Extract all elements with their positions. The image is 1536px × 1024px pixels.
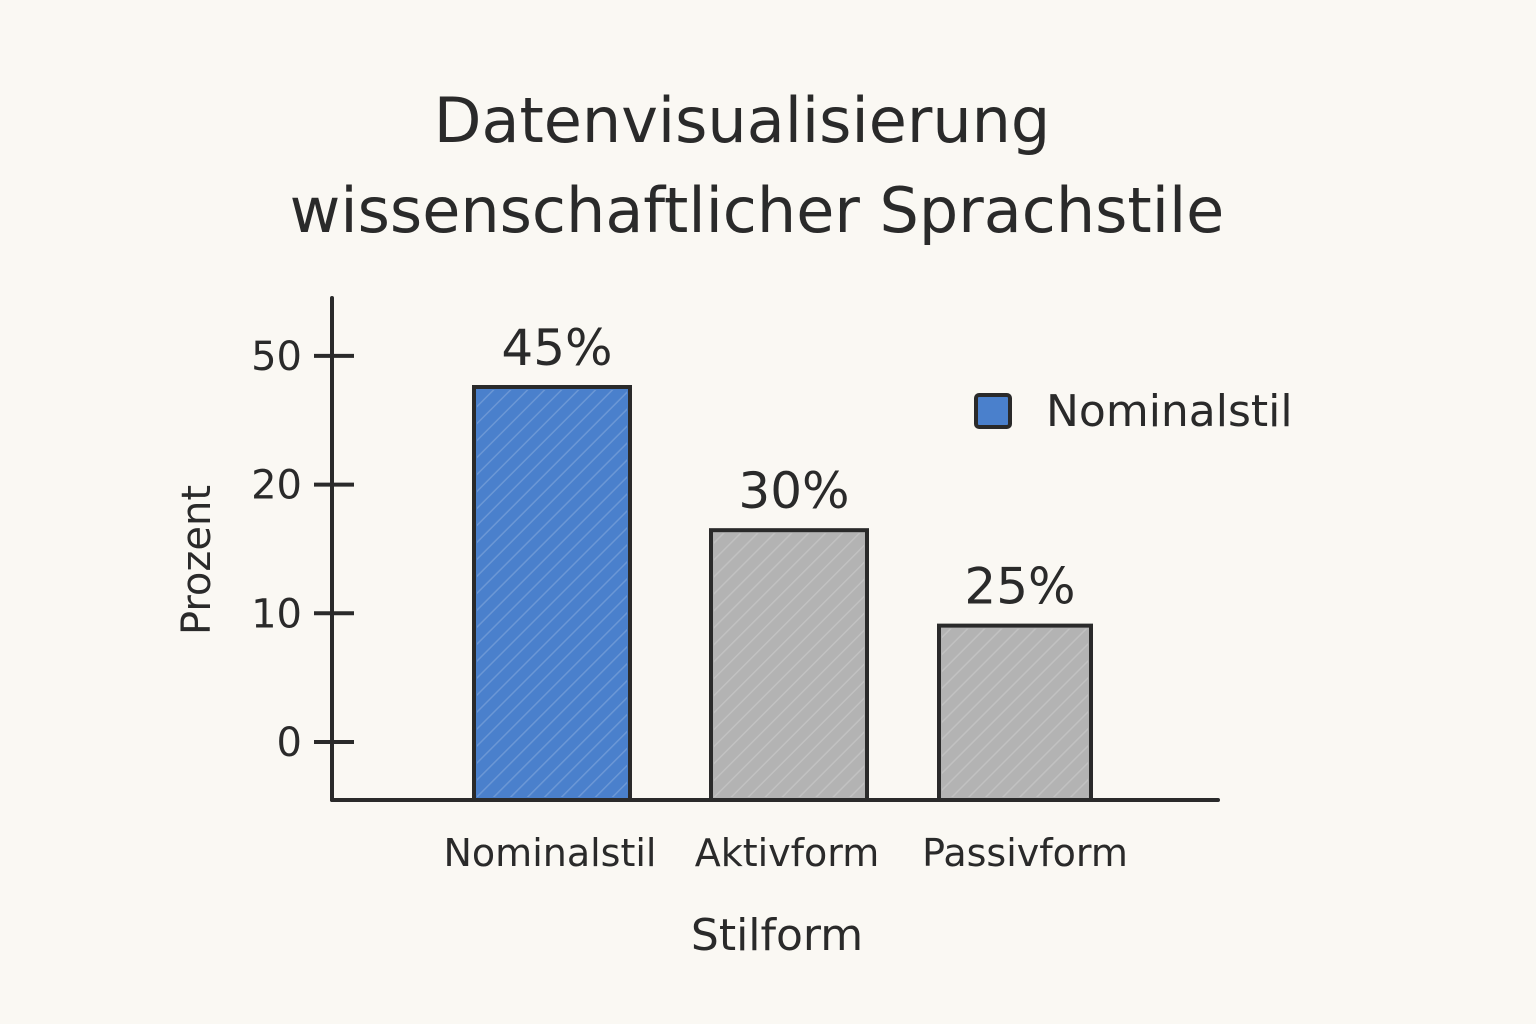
data-label: 30% [738, 462, 849, 520]
x-tick-label: Aktivform [695, 831, 880, 875]
y-tick-label: 20 [251, 463, 302, 509]
y-tick-label: 10 [251, 591, 302, 637]
legend-swatch [974, 393, 1012, 429]
bar-hatch [714, 533, 864, 797]
y-tick-label: 0 [277, 720, 302, 766]
x-axis-label: Stilform [691, 910, 863, 961]
bars: 45% Nominalstil 30% Aktivform 25% Passivform [444, 319, 1128, 875]
legend: Nominalstil [974, 386, 1293, 437]
bar-hatch [477, 390, 627, 797]
data-label: 25% [964, 558, 1075, 616]
bar-hatch [942, 628, 1088, 797]
chart-title-line-2: wissenschaftlicher Sprachstile [290, 174, 1225, 247]
chart-title-line-1: Datenvisualisierung [434, 84, 1051, 157]
y-axis-label: Prozent [174, 485, 220, 635]
x-tick-label: Passivform [922, 831, 1128, 875]
data-label: 45% [501, 319, 612, 377]
x-tick-label: Nominalstil [444, 831, 657, 875]
y-tick-label: 50 [251, 334, 302, 380]
legend-label: Nominalstil [1046, 386, 1293, 437]
